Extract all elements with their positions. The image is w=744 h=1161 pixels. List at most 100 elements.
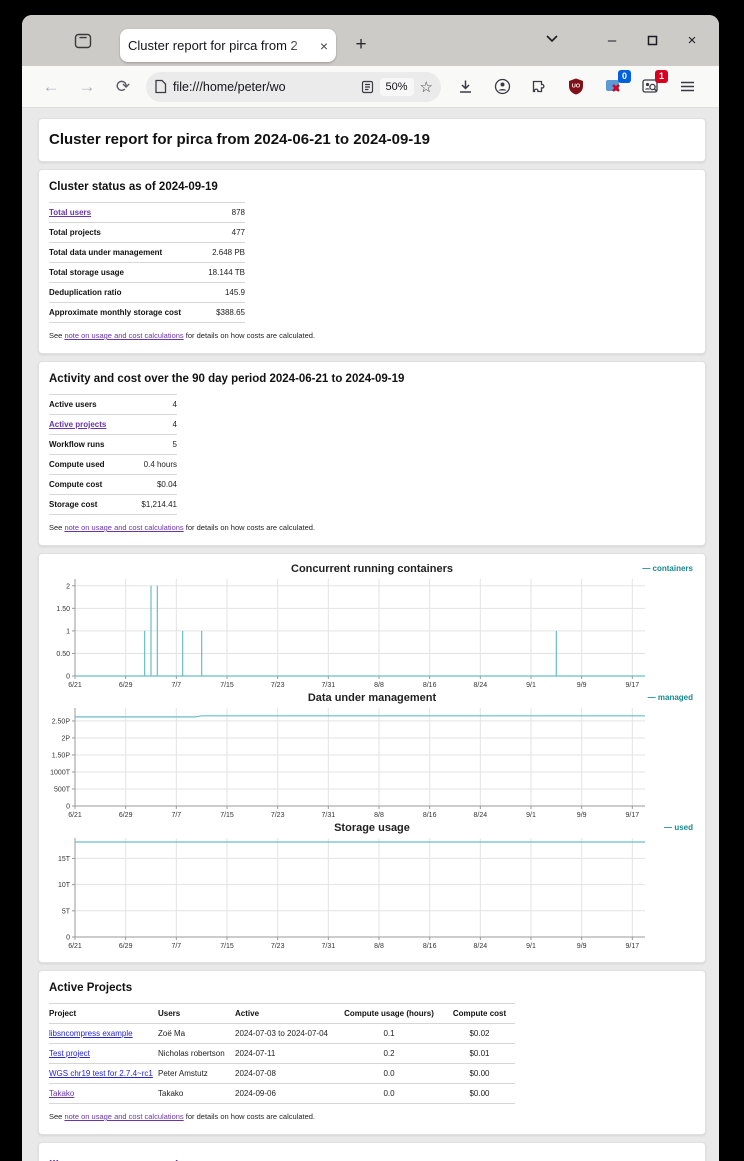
stat-label: Active users <box>49 400 97 409</box>
stat-label: Total users <box>49 203 197 223</box>
project-cell: libsncompress example <box>49 1023 158 1044</box>
extension-search-button[interactable]: 1 <box>638 69 668 99</box>
stat-value: 878 <box>231 208 245 217</box>
project-link[interactable]: Takako <box>49 1089 75 1098</box>
active-projects-card: Active Projects Project Users Active Comput… <box>38 970 706 1135</box>
table-row: Approximate monthly storage cost $388.65 <box>49 303 245 323</box>
back-button[interactable]: ← <box>42 76 60 96</box>
url-text[interactable]: file:///home/peter/wo <box>173 79 286 94</box>
reader-mode-icon[interactable] <box>361 80 374 94</box>
svg-text:8/8: 8/8 <box>374 943 384 950</box>
stat-label: Approximate monthly storage cost <box>49 308 182 317</box>
tab-close-icon[interactable]: × <box>319 37 328 54</box>
project-link[interactable]: libsncompress example <box>49 1029 133 1038</box>
project-cell: WGS chr19 test for 2.7.4~rc1 <box>49 1063 158 1084</box>
cluster-status-table: Total users 878 Total projects 477 Total dat… <box>49 202 245 323</box>
chart-title: Data under management <box>307 692 437 704</box>
note-prefix: See <box>49 1112 65 1121</box>
project-detail-heading[interactable]: libsncompress example <box>49 1158 695 1161</box>
ublock-button[interactable]: UO 0 <box>564 75 588 99</box>
svg-text:6/21: 6/21 <box>68 812 82 819</box>
note-suffix: for details on how costs are calculated. <box>183 523 316 532</box>
stat-label: Total projects <box>49 228 101 237</box>
list-tabs-button[interactable] <box>545 34 559 43</box>
stat-value: 145.9 <box>224 288 245 297</box>
search-badge: 1 <box>655 69 668 83</box>
menu-button[interactable] <box>675 75 699 99</box>
download-icon <box>458 79 473 94</box>
svg-text:15T: 15T <box>58 856 71 863</box>
project-cell: Test project <box>49 1043 158 1064</box>
firefox-view-button[interactable] <box>70 28 96 54</box>
project-cell: 2024-09-06 <box>235 1083 334 1104</box>
project-cell: 0.1 <box>334 1023 448 1044</box>
firefox-view-icon <box>74 33 92 49</box>
svg-text:6/29: 6/29 <box>119 812 133 819</box>
stat-label: Workflow runs <box>49 440 105 449</box>
column-header: Project <box>49 1003 158 1024</box>
stat-label-link[interactable]: Active projects <box>49 420 107 429</box>
new-tab-button[interactable]: + <box>355 34 367 55</box>
url-bar[interactable]: file:///home/peter/wo 50% ☆ <box>146 71 441 102</box>
downloads-button[interactable] <box>453 75 477 99</box>
svg-text:UO: UO <box>572 84 581 90</box>
svg-text:8/24: 8/24 <box>474 682 488 689</box>
tab-title: Cluster report for pirca from 2 <box>128 38 298 53</box>
project-link[interactable]: WGS chr19 test for 2.7.4~rc1 <box>49 1069 153 1078</box>
stat-value: $1,214.41 <box>141 500 177 509</box>
column-header: Users <box>158 1003 235 1024</box>
minimize-button[interactable]: – <box>607 31 617 49</box>
stat-label-link[interactable]: Total users <box>49 208 92 217</box>
project-cell: Takako <box>49 1083 158 1104</box>
svg-text:7/7: 7/7 <box>171 812 181 819</box>
browser-tab[interactable]: Cluster report for pirca from 2 × <box>120 29 336 62</box>
stat-value: 477 <box>231 228 245 237</box>
project-row: Takako Takako 2024-09-06 0.0 $0.00 <box>49 1083 515 1104</box>
maximize-button[interactable] <box>639 27 665 53</box>
stat-value: 2.648 PB <box>212 248 245 257</box>
cost-note-link[interactable]: note on usage and cost calculations <box>64 331 184 340</box>
svg-text:7/31: 7/31 <box>322 943 336 950</box>
project-cell: $0.00 <box>448 1083 515 1104</box>
project-cell: Takako <box>158 1083 235 1104</box>
magnifier-person-icon <box>641 79 659 94</box>
account-button[interactable] <box>490 75 514 99</box>
cluster-status-heading: Cluster status as of 2024-09-19 <box>49 181 218 193</box>
svg-text:1: 1 <box>66 628 70 635</box>
reload-button[interactable]: ⟳ <box>115 76 131 96</box>
cost-note-link[interactable]: note on usage and cost calculations <box>64 523 184 532</box>
project-link[interactable]: Test project <box>49 1049 90 1058</box>
forward-button[interactable]: → <box>78 76 96 96</box>
svg-text:0: 0 <box>66 804 70 811</box>
stat-value: 4 <box>172 420 177 429</box>
cost-note: See note on usage and cost calculations … <box>49 331 695 340</box>
report-title-card: Cluster report for pirca from 2024-06-21… <box>38 118 706 162</box>
extension-blocker-button[interactable]: 0 <box>601 69 631 99</box>
cost-note-link[interactable]: note on usage and cost calculations <box>64 1112 184 1121</box>
svg-text:8/24: 8/24 <box>474 943 488 950</box>
svg-text:7/23: 7/23 <box>271 943 285 950</box>
svg-text:5T: 5T <box>62 908 71 915</box>
svg-text:9/9: 9/9 <box>577 682 587 689</box>
column-header: Compute cost <box>448 1003 515 1024</box>
zoom-level-button[interactable]: 50% <box>379 77 414 96</box>
svg-text:7/7: 7/7 <box>171 682 181 689</box>
svg-text:7/31: 7/31 <box>322 682 336 689</box>
svg-text:7/15: 7/15 <box>220 943 234 950</box>
table-row: Active projects 4 <box>49 415 177 435</box>
svg-text:2: 2 <box>66 583 70 590</box>
column-header: Active <box>235 1003 334 1024</box>
svg-text:7/23: 7/23 <box>271 812 285 819</box>
bookmark-star-icon[interactable]: ☆ <box>419 78 433 96</box>
svg-text:7/15: 7/15 <box>220 812 234 819</box>
svg-text:8/16: 8/16 <box>423 943 437 950</box>
table-row: Workflow runs 5 <box>49 435 177 455</box>
chart-title: Storage usage <box>334 822 410 834</box>
svg-text:0: 0 <box>66 935 70 942</box>
close-window-button[interactable]: × <box>687 31 697 49</box>
table-row: Deduplication ratio 145.9 <box>49 283 245 303</box>
svg-text:2P: 2P <box>61 735 70 742</box>
extensions-button[interactable] <box>527 75 551 99</box>
column-header: Compute usage (hours) <box>334 1003 448 1024</box>
hamburger-icon <box>680 80 695 93</box>
